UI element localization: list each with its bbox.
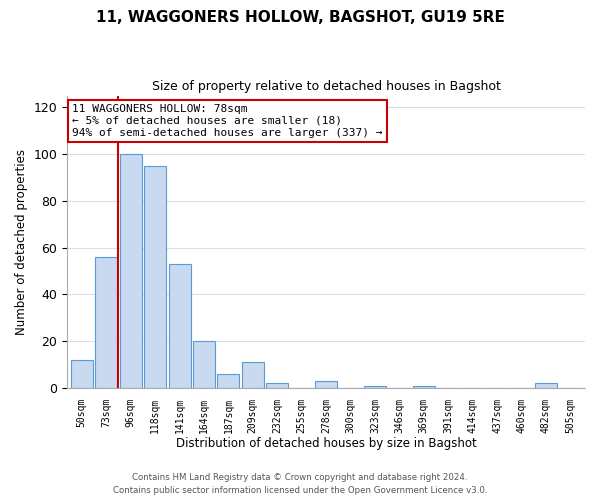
Text: 11, WAGGONERS HOLLOW, BAGSHOT, GU19 5RE: 11, WAGGONERS HOLLOW, BAGSHOT, GU19 5RE — [95, 10, 505, 25]
Bar — [242, 362, 264, 388]
Bar — [144, 166, 166, 388]
Bar — [193, 341, 215, 388]
Bar — [315, 381, 337, 388]
Bar — [95, 257, 117, 388]
Bar — [217, 374, 239, 388]
Bar — [364, 386, 386, 388]
Text: Contains HM Land Registry data © Crown copyright and database right 2024.
Contai: Contains HM Land Registry data © Crown c… — [113, 474, 487, 495]
Text: 11 WAGGONERS HOLLOW: 78sqm
← 5% of detached houses are smaller (18)
94% of semi-: 11 WAGGONERS HOLLOW: 78sqm ← 5% of detac… — [73, 104, 383, 138]
Bar — [119, 154, 142, 388]
Bar — [535, 383, 557, 388]
Bar — [266, 383, 288, 388]
Y-axis label: Number of detached properties: Number of detached properties — [15, 148, 28, 334]
Bar — [71, 360, 93, 388]
X-axis label: Distribution of detached houses by size in Bagshot: Distribution of detached houses by size … — [176, 437, 476, 450]
Bar — [169, 264, 191, 388]
Bar — [413, 386, 435, 388]
Title: Size of property relative to detached houses in Bagshot: Size of property relative to detached ho… — [152, 80, 500, 93]
